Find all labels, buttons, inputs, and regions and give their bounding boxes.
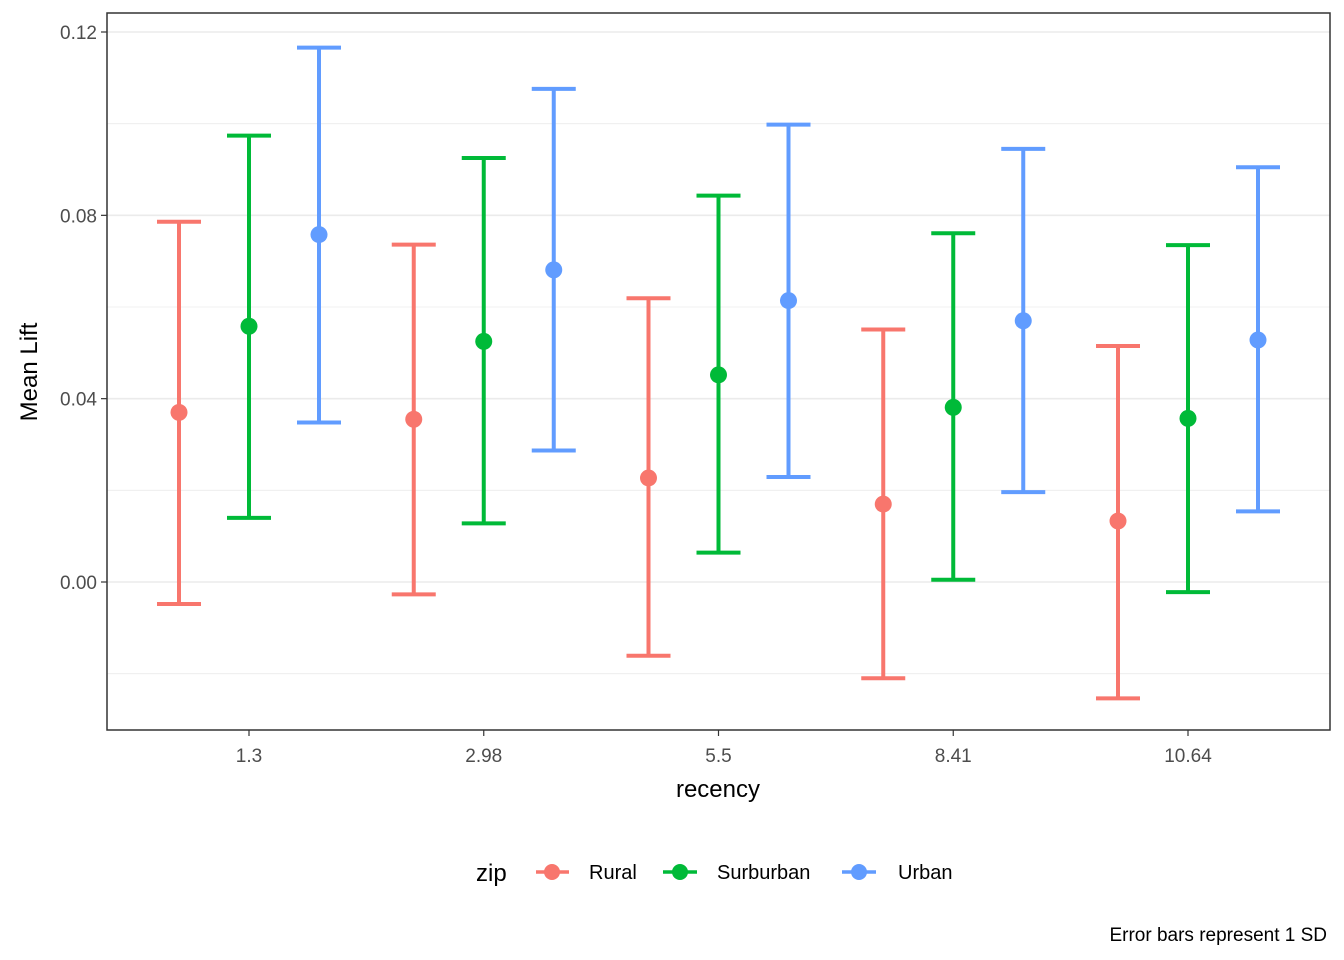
caption: Error bars represent 1 SD xyxy=(1109,925,1327,946)
legend-title: zip xyxy=(476,860,507,887)
errorbar-surburban xyxy=(931,231,976,582)
x-tick-label: 2.98 xyxy=(465,746,502,767)
legend-item-urban: Urban xyxy=(842,862,952,884)
x-axis-title: recency xyxy=(676,776,760,803)
point-surburban xyxy=(240,317,258,335)
errorbar-urban xyxy=(1236,165,1280,514)
legend-label-rural: Rural xyxy=(589,862,637,884)
legend-label-surburban: Surburban xyxy=(717,862,810,884)
errorbar-surburban xyxy=(227,133,271,520)
errorbar-urban xyxy=(297,45,341,425)
y-tick-label: 0.08 xyxy=(60,206,97,227)
errorbar-rural xyxy=(391,242,436,597)
point-surburban xyxy=(710,366,727,384)
legend-label-urban: Urban xyxy=(898,862,952,884)
y-tick-label: 0.12 xyxy=(60,23,97,44)
errorbar-surburban xyxy=(461,156,506,526)
errorbar-rural xyxy=(1096,343,1140,701)
point-surburban xyxy=(944,398,962,416)
y-axis-title: Mean Lift xyxy=(16,322,43,421)
x-tick-label: 1.3 xyxy=(236,746,262,767)
point-rural xyxy=(1109,512,1127,530)
errorbar-urban xyxy=(766,122,811,480)
errorbar-surburban xyxy=(696,193,741,555)
point-urban xyxy=(780,292,797,310)
point-rural xyxy=(874,495,892,513)
point-rural xyxy=(170,403,188,421)
data-marks xyxy=(157,45,1280,701)
errorbar-urban xyxy=(531,86,576,453)
x-axis: 1.3 2.98 5.5 8.41 10.64 xyxy=(236,730,1212,767)
point-rural xyxy=(640,469,657,487)
point-rural xyxy=(405,410,423,428)
errorbar-rural xyxy=(626,296,671,658)
y-tick-label: 0.04 xyxy=(60,390,97,411)
x-tick-label: 8.41 xyxy=(935,746,972,767)
errorbar-rural xyxy=(861,327,906,681)
legend-key-point-urban xyxy=(851,864,867,880)
point-urban xyxy=(310,226,328,244)
point-surburban xyxy=(1179,409,1197,427)
x-tick-label: 10.64 xyxy=(1164,746,1212,767)
legend-key-point-surburban xyxy=(672,864,688,880)
x-tick-label: 5.5 xyxy=(705,746,731,767)
legend-key-point-rural xyxy=(544,864,560,880)
point-surburban xyxy=(475,332,493,350)
errorbar-urban xyxy=(1001,146,1046,495)
point-urban xyxy=(1014,312,1032,330)
y-tick-label: 0.00 xyxy=(60,573,97,594)
legend-item-surburban: Surburban xyxy=(663,862,810,884)
y-axis: 0.00 0.04 0.08 0.12 xyxy=(60,23,107,594)
legend: zip Rural Surburban Urban xyxy=(476,860,952,887)
point-urban xyxy=(1249,331,1267,349)
legend-item-rural: Rural xyxy=(536,862,637,884)
errorbar-surburban xyxy=(1166,243,1210,595)
point-urban xyxy=(545,261,563,279)
errorbar-rural xyxy=(157,219,201,606)
